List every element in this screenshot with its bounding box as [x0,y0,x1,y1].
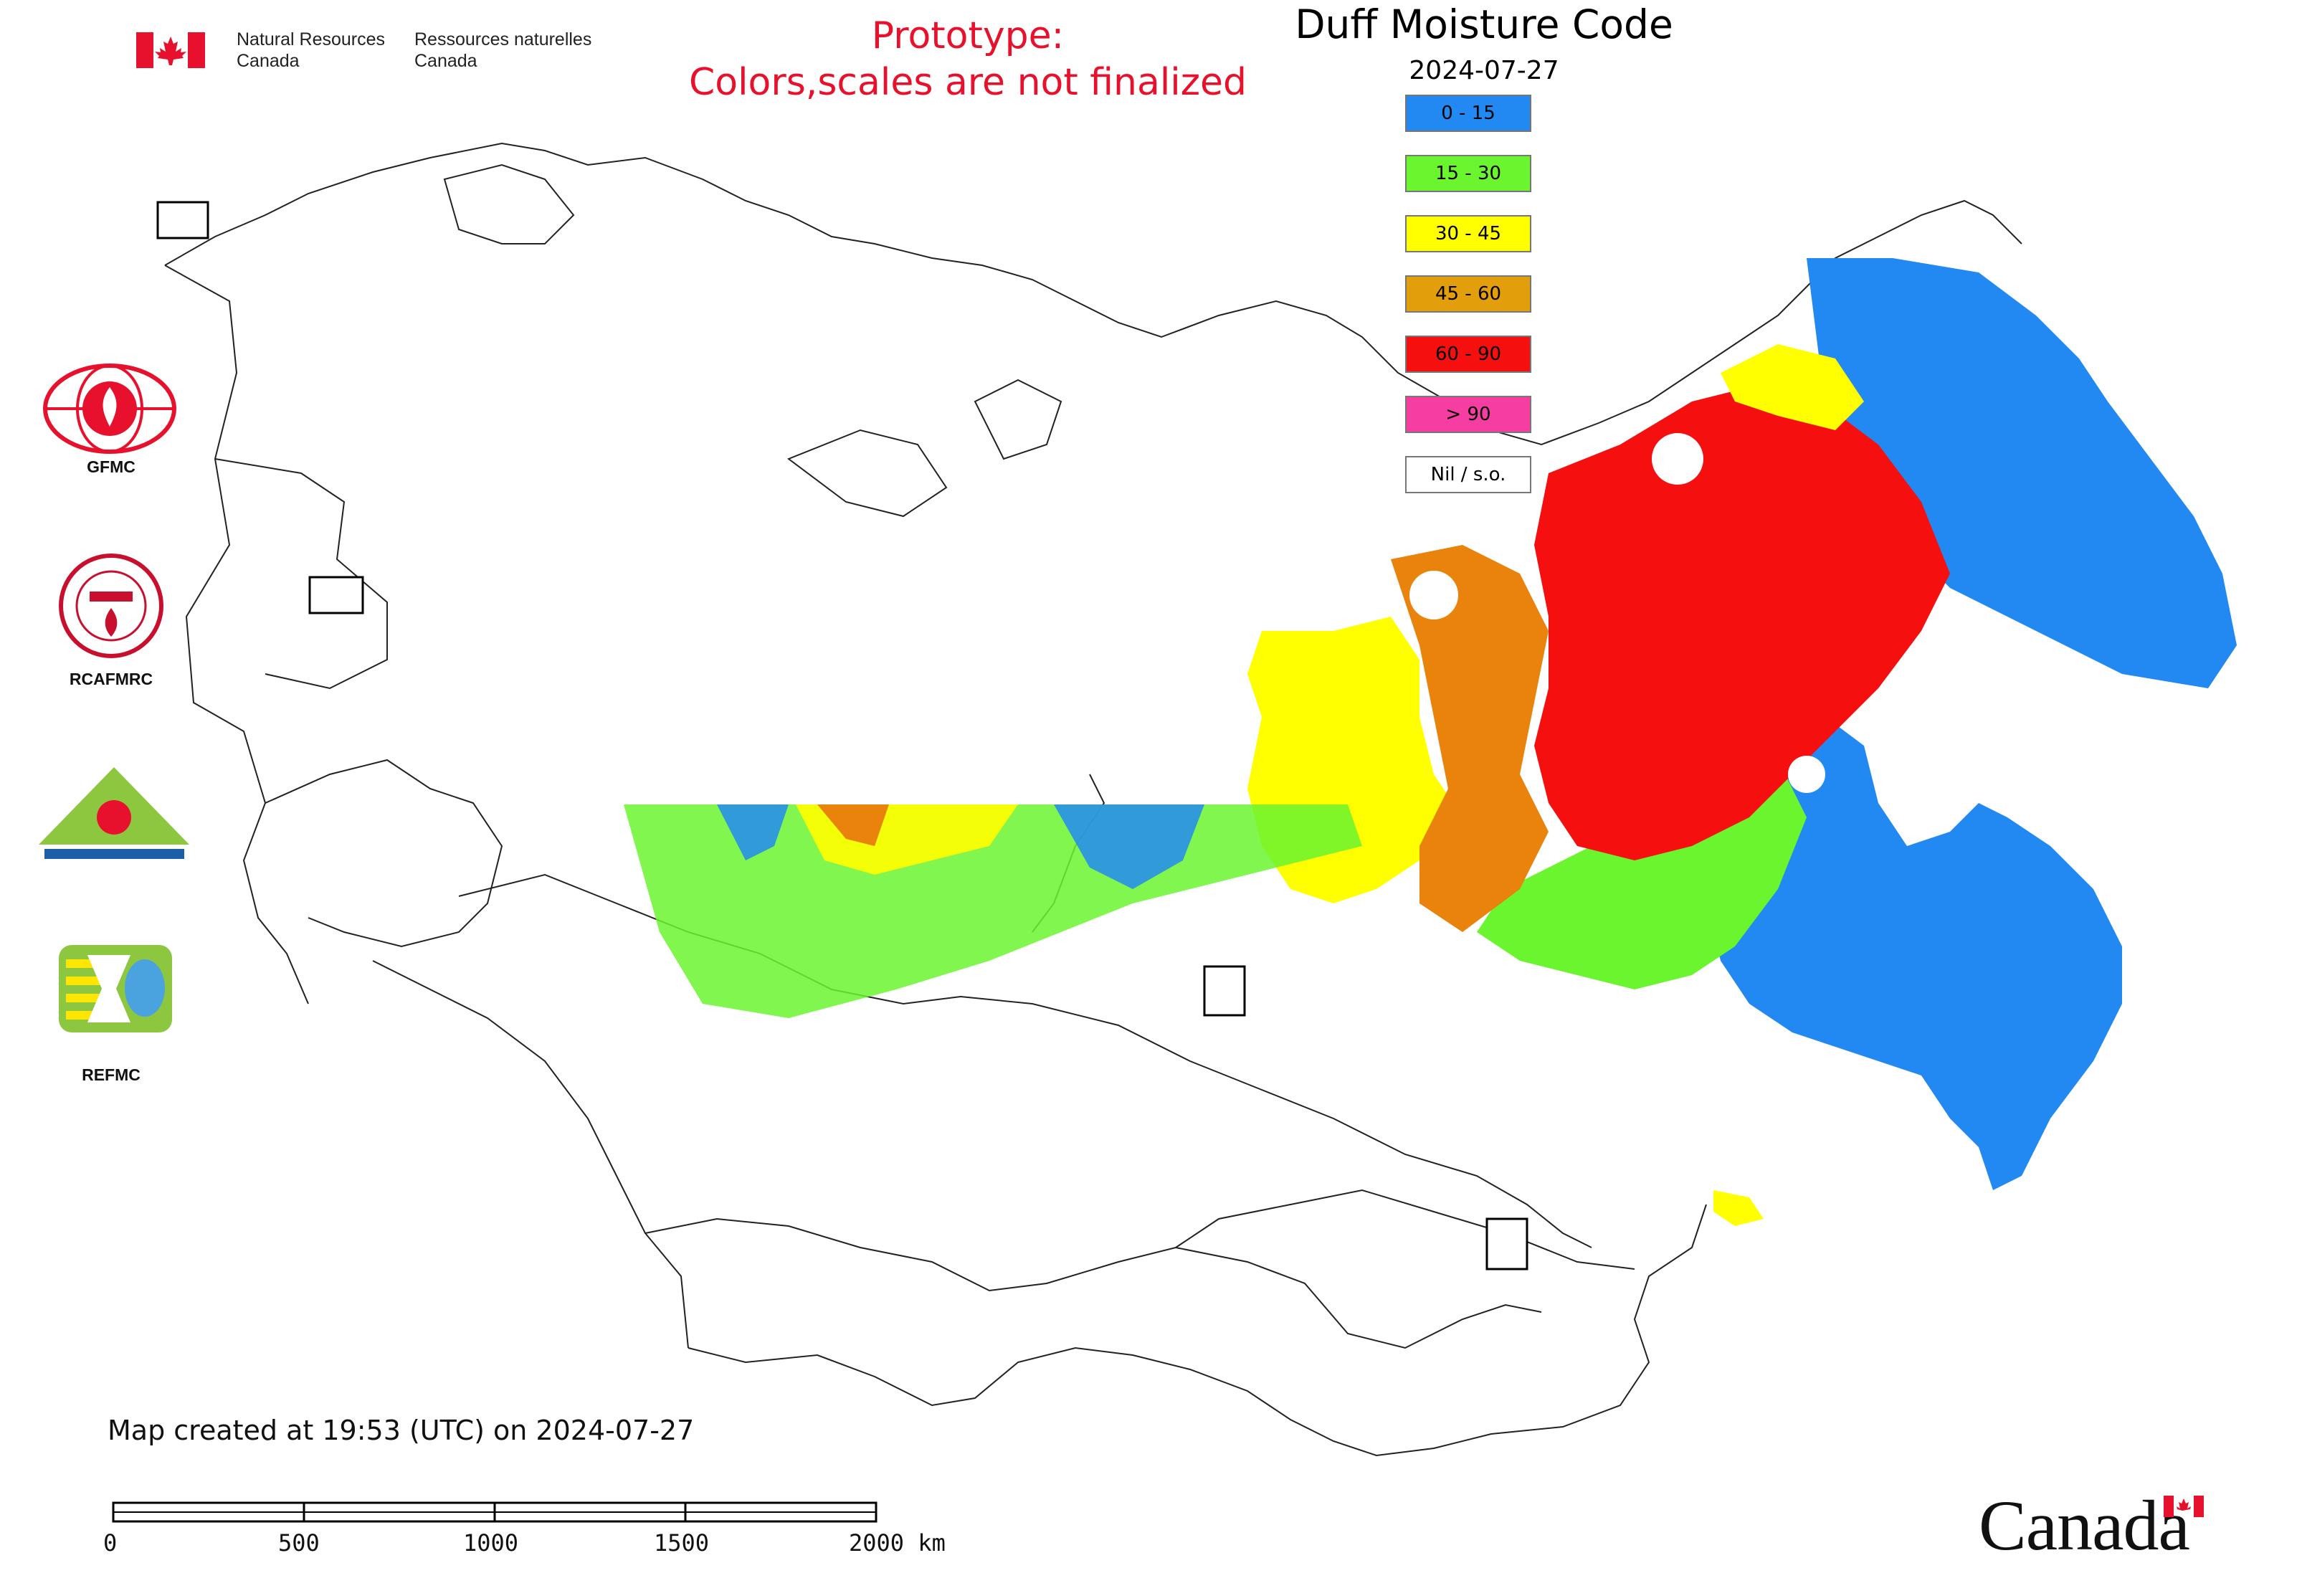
legend-item-0-15: 0 - 15 [1405,95,1531,132]
raster-orange-patch [817,804,889,846]
wordmark-flag-icon [2164,1496,2204,1517]
department-name-en: Natural Resources Canada [237,29,385,72]
dept-fr-line1: Ressources naturelles [414,29,592,49]
raster-void-1 [1652,433,1703,485]
raster-blue-east [1807,258,2237,688]
raster-yellow-north [1721,344,1864,430]
marker-refmc-icon [1203,965,1246,1017]
legend-item-30-45: 30 - 45 [1405,215,1531,252]
department-name-fr: Ressources naturelles Canada [414,29,591,72]
legend-label: > 90 [1445,404,1491,425]
dmc-raster [624,258,2237,1226]
legend-item-nil: Nil / s.o. [1405,456,1531,493]
raster-void-3 [1409,571,1458,619]
belarus-border [214,458,388,690]
centre-markers [156,201,1528,1270]
scale-tick-0: 0 [103,1529,118,1557]
canada-wordmark: Canada [1979,1486,2190,1565]
map-date: 2024-07-27 [1409,56,1559,85]
legend: 0 - 15 15 - 30 30 - 45 45 - 60 60 - 90 >… [1405,95,1531,493]
russia-outline [164,142,2022,446]
canada-flag-icon [136,32,205,68]
scale-tick-1500: 1500 [654,1529,710,1557]
scale-bar [112,1501,877,1523]
legend-label: 45 - 60 [1435,283,1502,305]
scale-tick-2000: 2000 km [849,1529,946,1557]
raster-red [1534,387,1950,860]
map-created-note: Map created at 19:53 (UTC) on 2024-07-27 [108,1415,695,1446]
arctic-islands [443,163,1062,518]
europe-border [164,265,309,1004]
legend-label: 15 - 30 [1435,163,1502,184]
prototype-notice-line1: Prototype: [871,14,1065,57]
legend-label: 60 - 90 [1435,343,1502,365]
raster-streaks-blue [717,804,1204,889]
rcafmrc-seal-icon [59,554,163,658]
legend-item-15-30: 15 - 30 [1405,155,1531,192]
caucasus-border [372,960,689,1349]
raster-blue-south [1706,703,2122,1190]
ukraine-border [265,759,503,948]
dept-en-line1: Natural Resources [237,29,386,49]
dept-fr-line2: Canada [414,51,477,71]
raster-sakhalin-spot [1713,1190,1764,1226]
scale-tick-500: 500 [278,1529,320,1557]
southern-border [688,1204,1707,1457]
map-title: Duff Moisture Code [1295,1,1673,47]
refmc-sigma-icon [59,945,172,1032]
marker-rcafmrc-icon [1485,1217,1528,1270]
legend-item-60-90: 60 - 90 [1405,336,1531,373]
legend-label: 0 - 15 [1441,103,1495,124]
marker-reefmc-icon [308,576,364,614]
legend-label: 30 - 45 [1435,223,1502,244]
marker-gfmc-icon [156,201,209,239]
prototype-notice-line2: Colors,scales are not finalized [688,61,1247,104]
logo-label-gfmc: GFMC [87,457,135,476]
dept-en-line2: Canada [237,51,300,71]
scale-tick-1000: 1000 [463,1529,519,1557]
reefmc-triangle-icon [39,767,189,862]
legend-label: Nil / s.o. [1430,464,1506,485]
legend-item-45-60: 45 - 60 [1405,275,1531,313]
mongolia-border [1175,1189,1635,1270]
logo-label-rcafmrc: RCAFMRC [69,670,153,688]
raster-yellow-edge [1262,631,1348,804]
central-asia-border [645,1217,1542,1349]
raster-void-2 [1788,756,1825,793]
logo-label-refmc: REFMC [82,1065,141,1084]
gfmc-globe-flame-icon [43,364,176,454]
legend-item-over-90: > 90 [1405,396,1531,433]
raster-orange [1391,545,1549,932]
